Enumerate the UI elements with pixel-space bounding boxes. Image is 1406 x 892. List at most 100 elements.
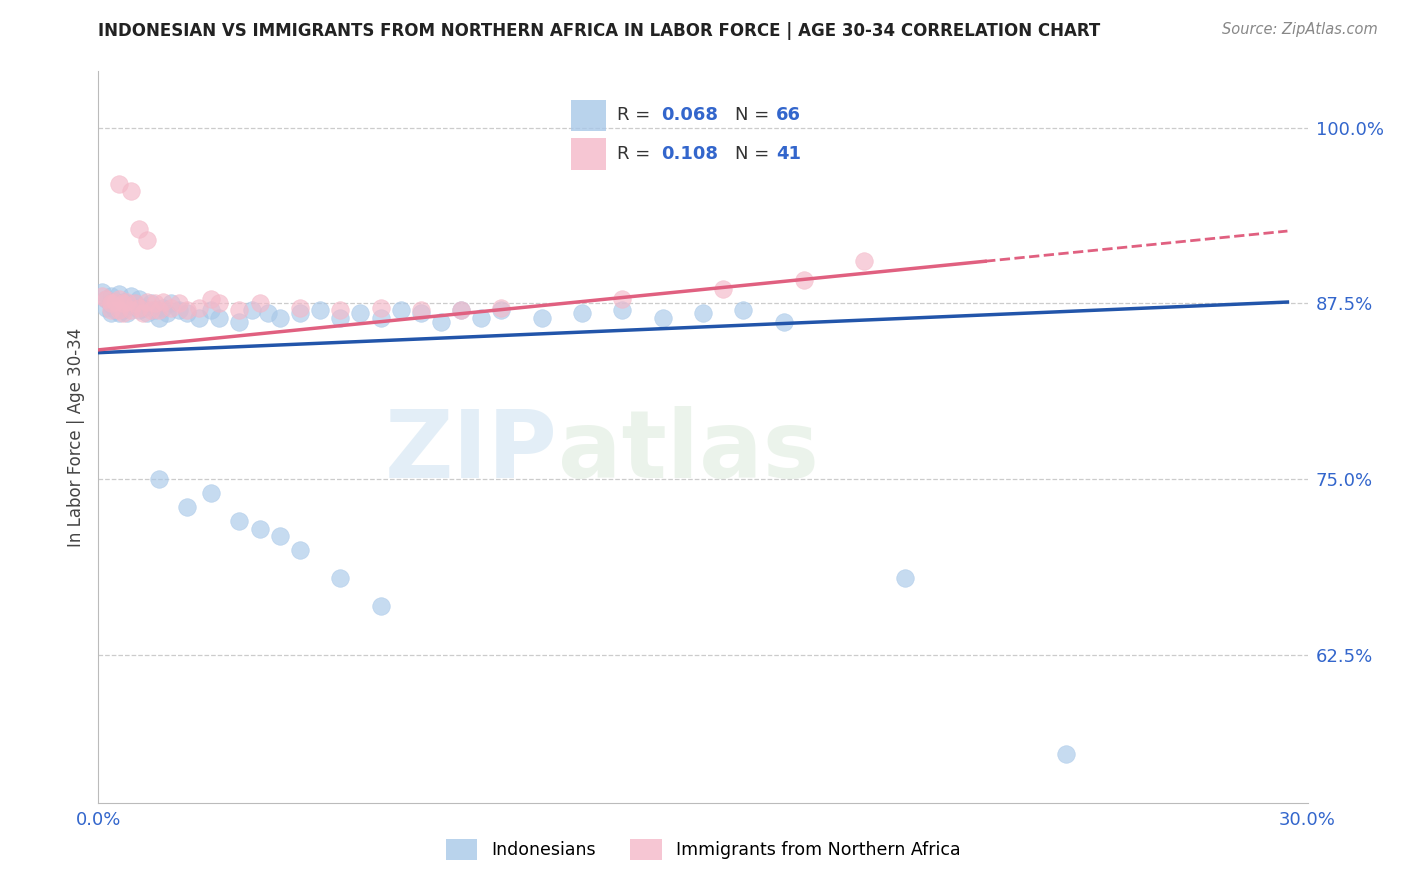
Point (111, 303, 134, 318)
Point (148, 310, 170, 325)
Point (329, 571, 352, 585)
Point (612, 292, 634, 306)
Point (370, 599, 392, 613)
Text: R =: R = (617, 145, 657, 163)
Point (160, 301, 183, 315)
Point (370, 310, 392, 325)
Point (200, 303, 222, 318)
Point (128, 292, 150, 306)
Point (491, 303, 513, 318)
Point (309, 303, 332, 318)
Point (115, 295, 138, 310)
Text: R =: R = (617, 106, 657, 125)
Point (733, 303, 755, 318)
Point (107, 292, 129, 306)
Point (612, 303, 634, 318)
Point (107, 286, 129, 301)
Point (152, 295, 174, 310)
Point (491, 301, 513, 315)
Point (111, 306, 134, 320)
Point (269, 310, 291, 325)
Point (240, 303, 263, 318)
Point (188, 301, 211, 315)
Point (115, 296, 138, 310)
Point (103, 295, 125, 310)
Point (571, 306, 593, 320)
Point (107, 177, 129, 191)
Point (200, 292, 222, 306)
Point (128, 303, 150, 318)
Point (96, 301, 118, 315)
Point (256, 306, 278, 320)
Point (100, 289, 122, 303)
Point (91, 285, 114, 300)
Point (288, 301, 311, 315)
Point (200, 486, 222, 500)
Point (269, 528, 291, 542)
Point (167, 303, 190, 318)
Point (370, 301, 392, 315)
Point (1054, 747, 1077, 761)
Point (103, 303, 125, 318)
Point (100, 298, 122, 312)
Point (893, 571, 915, 585)
Point (135, 295, 157, 310)
Point (176, 306, 198, 320)
Point (160, 296, 183, 310)
Point (124, 296, 146, 310)
Point (120, 184, 142, 198)
Text: 0.108: 0.108 (661, 145, 718, 163)
Bar (571, 138, 606, 169)
Point (430, 315, 453, 329)
Point (115, 306, 138, 320)
Point (135, 306, 157, 320)
Point (132, 306, 155, 320)
Point (711, 282, 734, 296)
Point (120, 303, 142, 318)
Point (107, 296, 129, 310)
Text: 0.068: 0.068 (661, 106, 718, 125)
Point (176, 303, 198, 318)
Point (152, 301, 174, 315)
Point (651, 310, 673, 325)
Point (100, 306, 122, 320)
Point (208, 310, 231, 325)
Point (128, 301, 150, 315)
Point (409, 306, 432, 320)
Point (249, 296, 271, 310)
Point (111, 295, 134, 310)
Point (228, 303, 250, 318)
Point (139, 296, 162, 310)
Point (188, 310, 211, 325)
Point (288, 542, 311, 557)
Point (124, 296, 146, 310)
Point (389, 303, 412, 318)
Text: N =: N = (735, 106, 775, 125)
Point (692, 306, 714, 320)
Point (156, 306, 179, 320)
Point (349, 306, 371, 320)
Text: 66: 66 (776, 106, 801, 125)
Point (107, 306, 129, 320)
Bar (571, 100, 606, 131)
Point (228, 315, 250, 329)
Point (135, 233, 157, 247)
Point (91, 289, 114, 303)
Point (470, 310, 492, 325)
Point (143, 303, 166, 318)
Point (176, 500, 198, 515)
Point (120, 289, 142, 303)
Point (167, 296, 190, 310)
Point (409, 303, 432, 318)
Point (148, 303, 170, 318)
Point (128, 222, 150, 236)
Point (450, 303, 472, 318)
Point (107, 303, 129, 318)
Point (103, 295, 125, 310)
Point (139, 303, 162, 318)
Point (288, 306, 311, 320)
Point (329, 303, 352, 318)
Point (772, 315, 794, 329)
Point (96, 292, 118, 306)
Text: ZIP: ZIP (385, 406, 558, 498)
